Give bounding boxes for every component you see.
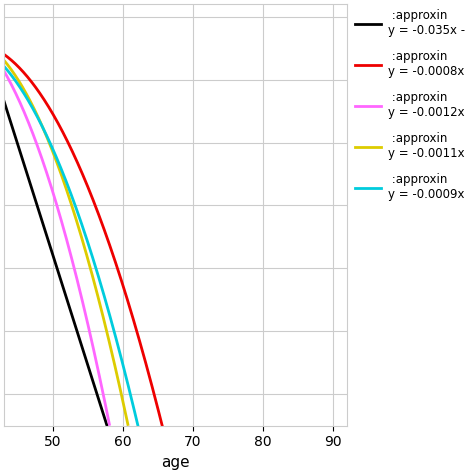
 :approxin
y = -0.035x - xyxy=(59,280,64,286)
 :approxin
y = -0.0008x xyxy=(1,52,7,57)
 :approxin
y = -0.0008x xyxy=(69,148,75,154)
 :approxin
y = -0.0008x xyxy=(106,238,111,244)
Legend:  :approxin
y = -0.035x -,  :approxin
y = -0.0008x,  :approxin
y = -0.0012x,  :ap: :approxin y = -0.035x -, :approxin y = -… xyxy=(350,4,470,206)
 :approxin
y = -0.0012x xyxy=(34,142,40,148)
 :approxin
y = -0.0011x xyxy=(109,348,114,354)
 :approxin
y = -0.0011x xyxy=(44,135,50,140)
Line:  :approxin
y = -0.035x -: :approxin y = -0.035x - xyxy=(4,101,269,474)
 :approxin
y = -0.0012x xyxy=(107,421,112,427)
 :approxin
y = -0.0011x xyxy=(1,58,7,64)
Line:  :approxin
y = -0.0011x: :approxin y = -0.0011x xyxy=(4,61,128,424)
 :approxin
y = -0.0011x xyxy=(125,421,131,427)
 :approxin
y = -0.0009x xyxy=(127,388,132,394)
X-axis label: age: age xyxy=(161,455,190,470)
 :approxin
y = -0.0012x xyxy=(64,237,69,242)
 :approxin
y = -0.0009x xyxy=(118,356,124,362)
 :approxin
y = -0.0012x xyxy=(1,69,7,74)
 :approxin
y = -0.0009x xyxy=(1,64,7,69)
 :approxin
y = -0.035x - xyxy=(9,124,15,129)
 :approxin
y = -0.0009x xyxy=(113,334,118,339)
 :approxin
y = -0.0009x xyxy=(88,249,94,255)
Line:  :approxin
y = -0.0009x: :approxin y = -0.0009x xyxy=(4,66,138,425)
 :approxin
y = -0.0012x xyxy=(67,249,73,255)
 :approxin
y = -0.0011x xyxy=(93,285,99,291)
 :approxin
y = -0.0012x xyxy=(72,266,77,272)
 :approxin
y = -0.0009x xyxy=(135,422,141,428)
 :approxin
y = -0.0008x xyxy=(130,317,136,322)
 :approxin
y = -0.0011x xyxy=(93,288,99,293)
 :approxin
y = -0.0008x xyxy=(119,280,125,285)
 :approxin
y = -0.0012x xyxy=(90,341,95,346)
Line:  :approxin
y = -0.0008x: :approxin y = -0.0008x xyxy=(4,55,162,426)
Line:  :approxin
y = -0.0012x: :approxin y = -0.0012x xyxy=(4,72,109,424)
 :approxin
y = -0.0008x xyxy=(144,365,150,371)
 :approxin
y = -0.0012x xyxy=(27,124,33,130)
 :approxin
y = -0.0008x xyxy=(159,423,165,428)
 :approxin
y = -0.035x - xyxy=(1,99,7,104)
 :approxin
y = -0.0011x xyxy=(65,192,71,198)
 :approxin
y = -0.0009x xyxy=(44,133,49,138)
 :approxin
y = -0.0011x xyxy=(91,276,96,282)
 :approxin
y = -0.0008x xyxy=(15,63,20,69)
 :approxin
y = -0.0009x xyxy=(31,108,37,113)
